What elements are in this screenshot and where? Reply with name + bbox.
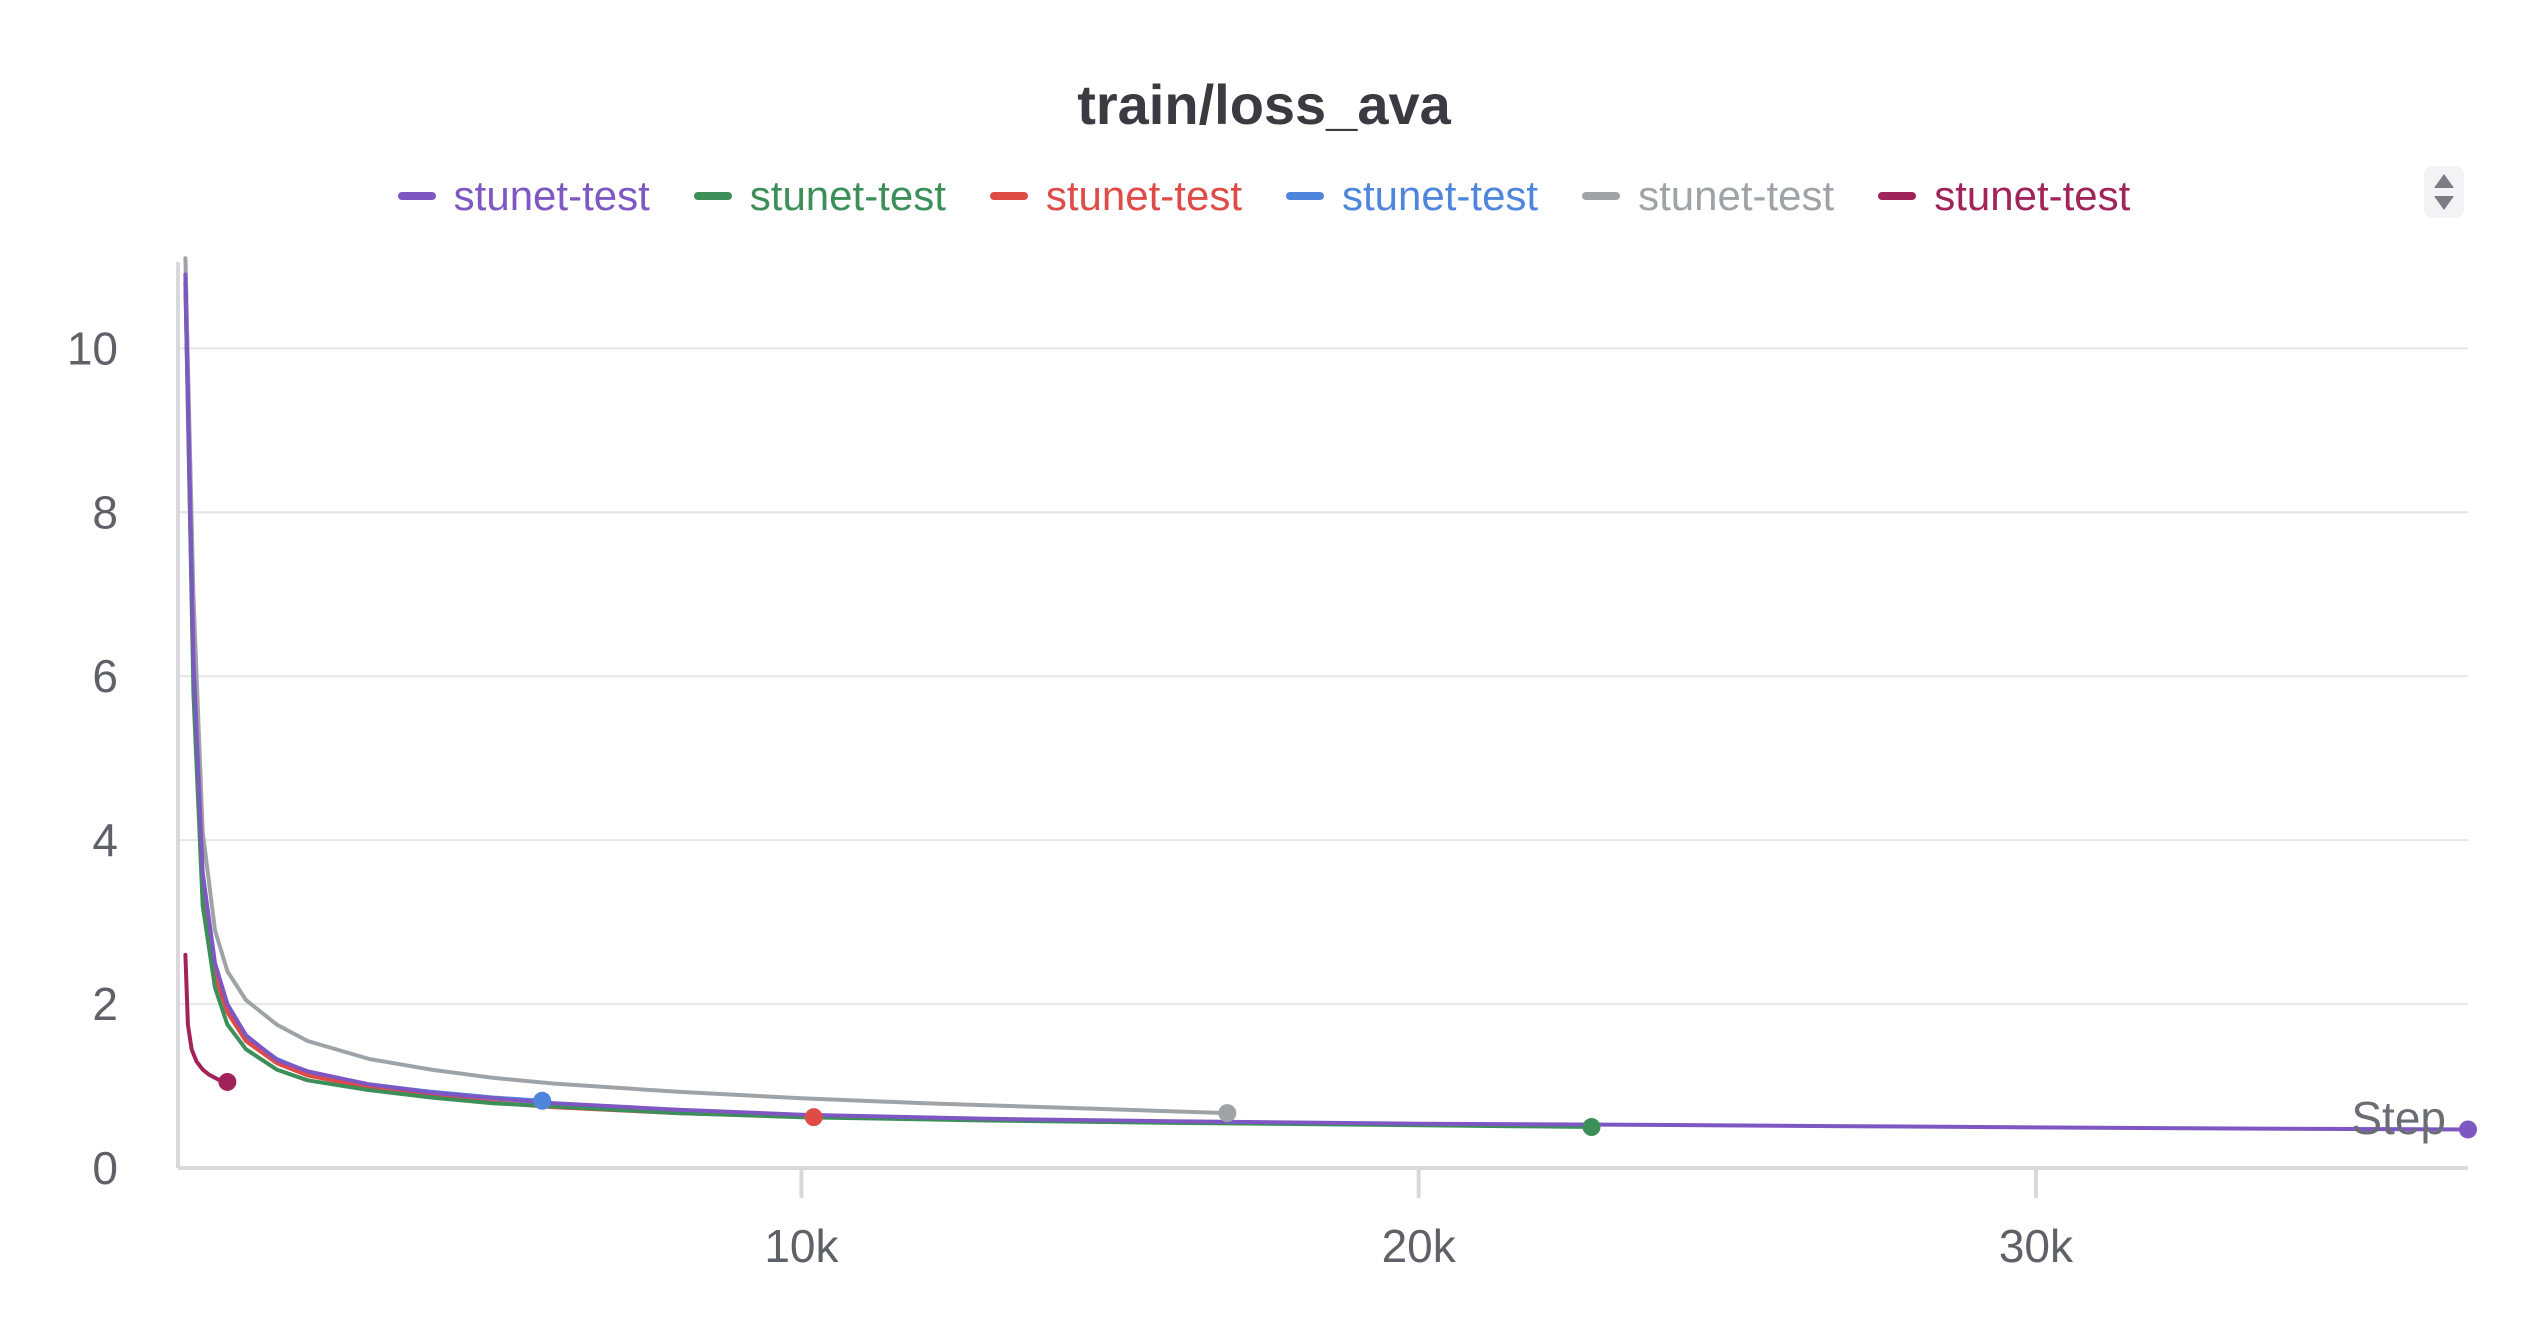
legend-swatch — [397, 192, 436, 200]
series-endpoint-marker — [804, 1108, 823, 1127]
y-tick-label: 10 — [67, 322, 118, 374]
series-line — [183, 272, 545, 1103]
y-tick-label: 6 — [92, 650, 118, 702]
series-line — [183, 280, 1594, 1129]
series-endpoint-marker — [2459, 1120, 2477, 1139]
series-line — [183, 272, 2470, 1132]
x-tick-label: 10k — [764, 1220, 839, 1272]
legend-label: stunet-test — [749, 172, 946, 219]
series-endpoint-marker — [1582, 1118, 1601, 1137]
sort-arrows-icon — [2434, 174, 2454, 210]
series-line — [183, 280, 816, 1120]
legend-scroll-control[interactable] — [2424, 166, 2464, 218]
legend-item[interactable]: stunet-test — [1286, 172, 1538, 220]
legend-label: stunet-test — [1934, 172, 2131, 219]
legend-item[interactable]: stunet-test — [989, 172, 1242, 220]
legend-swatch — [1286, 192, 1324, 200]
legend-item[interactable]: stunet-test — [693, 172, 946, 220]
y-tick-label: 0 — [92, 1142, 118, 1194]
series-endpoint-marker — [533, 1091, 552, 1110]
series-line — [183, 952, 230, 1084]
legend-item[interactable]: stunet-test — [1878, 172, 2130, 220]
legend-item[interactable]: stunet-test — [1582, 172, 1834, 220]
x-tick-label: 30k — [1999, 1220, 2074, 1272]
series-endpoint-marker — [218, 1072, 237, 1091]
x-axis-label: Step — [2351, 1092, 2446, 1144]
legend-label: stunet-test — [1045, 172, 1242, 219]
legend-label: stunet-test — [453, 172, 650, 219]
legend-swatch — [693, 192, 732, 200]
legend-swatch — [1878, 192, 1917, 200]
series-endpoint-marker — [1218, 1104, 1237, 1123]
y-tick-label: 4 — [92, 814, 118, 866]
y-tick-label: 2 — [92, 978, 118, 1030]
legend: stunet-test stunet-test stunet-test stunet-… — [0, 166, 2528, 226]
legend-label: stunet-test — [1342, 172, 1539, 219]
y-tick-label: 8 — [92, 486, 118, 538]
legend-item[interactable]: stunet-test — [397, 172, 650, 220]
legend-label: stunet-test — [1638, 172, 1835, 219]
x-tick-label: 20k — [1382, 1220, 1457, 1272]
chart-title: train/loss_ava — [1077, 73, 1451, 136]
legend-swatch — [989, 192, 1028, 200]
legend-swatch — [1582, 192, 1621, 200]
series-line — [183, 256, 1230, 1116]
